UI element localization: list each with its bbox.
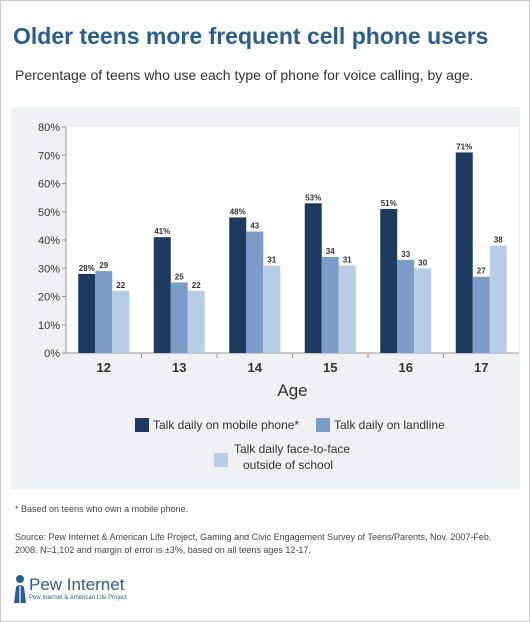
bar-value-label: 51% <box>381 199 397 208</box>
bar-chart: 0% 10% 20% 30% 40% 50% 60% 70% 80% 28% 29 22 12 41% 25… <box>38 122 519 400</box>
bar <box>246 231 264 353</box>
bar-value-label: 22 <box>116 281 125 290</box>
bar-value-label: 48% <box>230 207 246 216</box>
bar <box>321 256 339 353</box>
x-tick-label: 13 <box>172 360 186 375</box>
bar-value-label: 53% <box>305 193 321 202</box>
bar-value-label: 30 <box>418 258 427 267</box>
bar <box>153 237 171 353</box>
bar-value-label: 38 <box>494 236 503 245</box>
bar-value-label: 71% <box>456 142 472 151</box>
legend-label-landline: Talk daily on landline <box>334 418 445 432</box>
bar <box>338 265 356 353</box>
y-tick-label: 80% <box>38 122 60 134</box>
bar-value-label: 27 <box>477 267 486 276</box>
y-tick-label: 20% <box>38 292 60 304</box>
bar <box>170 282 188 353</box>
bar <box>455 152 473 353</box>
y-tick-label: 70% <box>38 150 60 162</box>
legend-swatch-face-to-face <box>214 453 228 467</box>
y-tick-label: 30% <box>38 263 60 275</box>
y-tick-label: 40% <box>38 235 60 247</box>
x-tick-label: 15 <box>323 360 337 375</box>
bar <box>489 245 507 353</box>
bar-value-label: 25 <box>175 272 184 281</box>
source-note: Source: Pew Internet & American Life Pro… <box>15 532 492 555</box>
legend-label-face-to-face-line1: Talk daily face-to-face <box>234 442 351 456</box>
bar-value-label: 41% <box>154 227 170 236</box>
bar <box>304 203 322 353</box>
pew-logo-icon <box>14 575 26 605</box>
bar-value-label: 31 <box>343 255 352 264</box>
bar <box>95 271 113 353</box>
chart-subtitle: Percentage of teens who use each type of… <box>15 67 474 83</box>
legend-label-face-to-face-line2: outside of school <box>243 458 334 472</box>
bar <box>397 259 415 353</box>
bar-value-label: 28% <box>79 264 95 273</box>
y-tick-label: 0% <box>44 348 60 360</box>
legend-label-mobile: Talk daily on mobile phone* <box>153 418 300 432</box>
bar <box>380 208 398 353</box>
bar-value-label: 29 <box>99 261 108 270</box>
y-tick-label: 10% <box>38 320 60 332</box>
bar <box>187 290 205 353</box>
bar <box>229 217 247 353</box>
bar <box>78 273 96 353</box>
plot-area <box>66 127 519 353</box>
bar <box>472 276 490 353</box>
bar <box>414 268 432 353</box>
bar <box>263 265 281 353</box>
bar-value-label: 33 <box>401 250 410 259</box>
logo-tagline: Pew Internet & American Life Project <box>29 595 127 601</box>
legend-swatch-landline <box>316 418 330 432</box>
x-tick-label: 12 <box>97 360 111 375</box>
logo-wordmark: Pew Internet <box>29 575 125 594</box>
x-tick-label: 14 <box>248 360 263 375</box>
bar <box>112 290 130 353</box>
bar-value-label: 22 <box>192 281 201 290</box>
x-tick-label: 16 <box>399 360 413 375</box>
x-axis-title: Age <box>277 381 307 400</box>
bar-value-label: 31 <box>267 255 276 264</box>
chart-title: Older teens more frequent cell phone use… <box>13 23 489 49</box>
legend-swatch-mobile <box>135 418 149 432</box>
footnote: * Based on teens who own a mobile phone. <box>15 504 189 514</box>
x-tick-label: 17 <box>474 360 488 375</box>
bar-value-label: 34 <box>326 247 335 256</box>
chart-panel: 0% 10% 20% 30% 40% 50% 60% 70% 80% 28% 29 22 12 41% 25… <box>11 107 520 489</box>
y-tick-label: 60% <box>38 179 60 191</box>
bar-value-label: 43 <box>250 222 259 231</box>
y-tick-label: 50% <box>38 207 60 219</box>
